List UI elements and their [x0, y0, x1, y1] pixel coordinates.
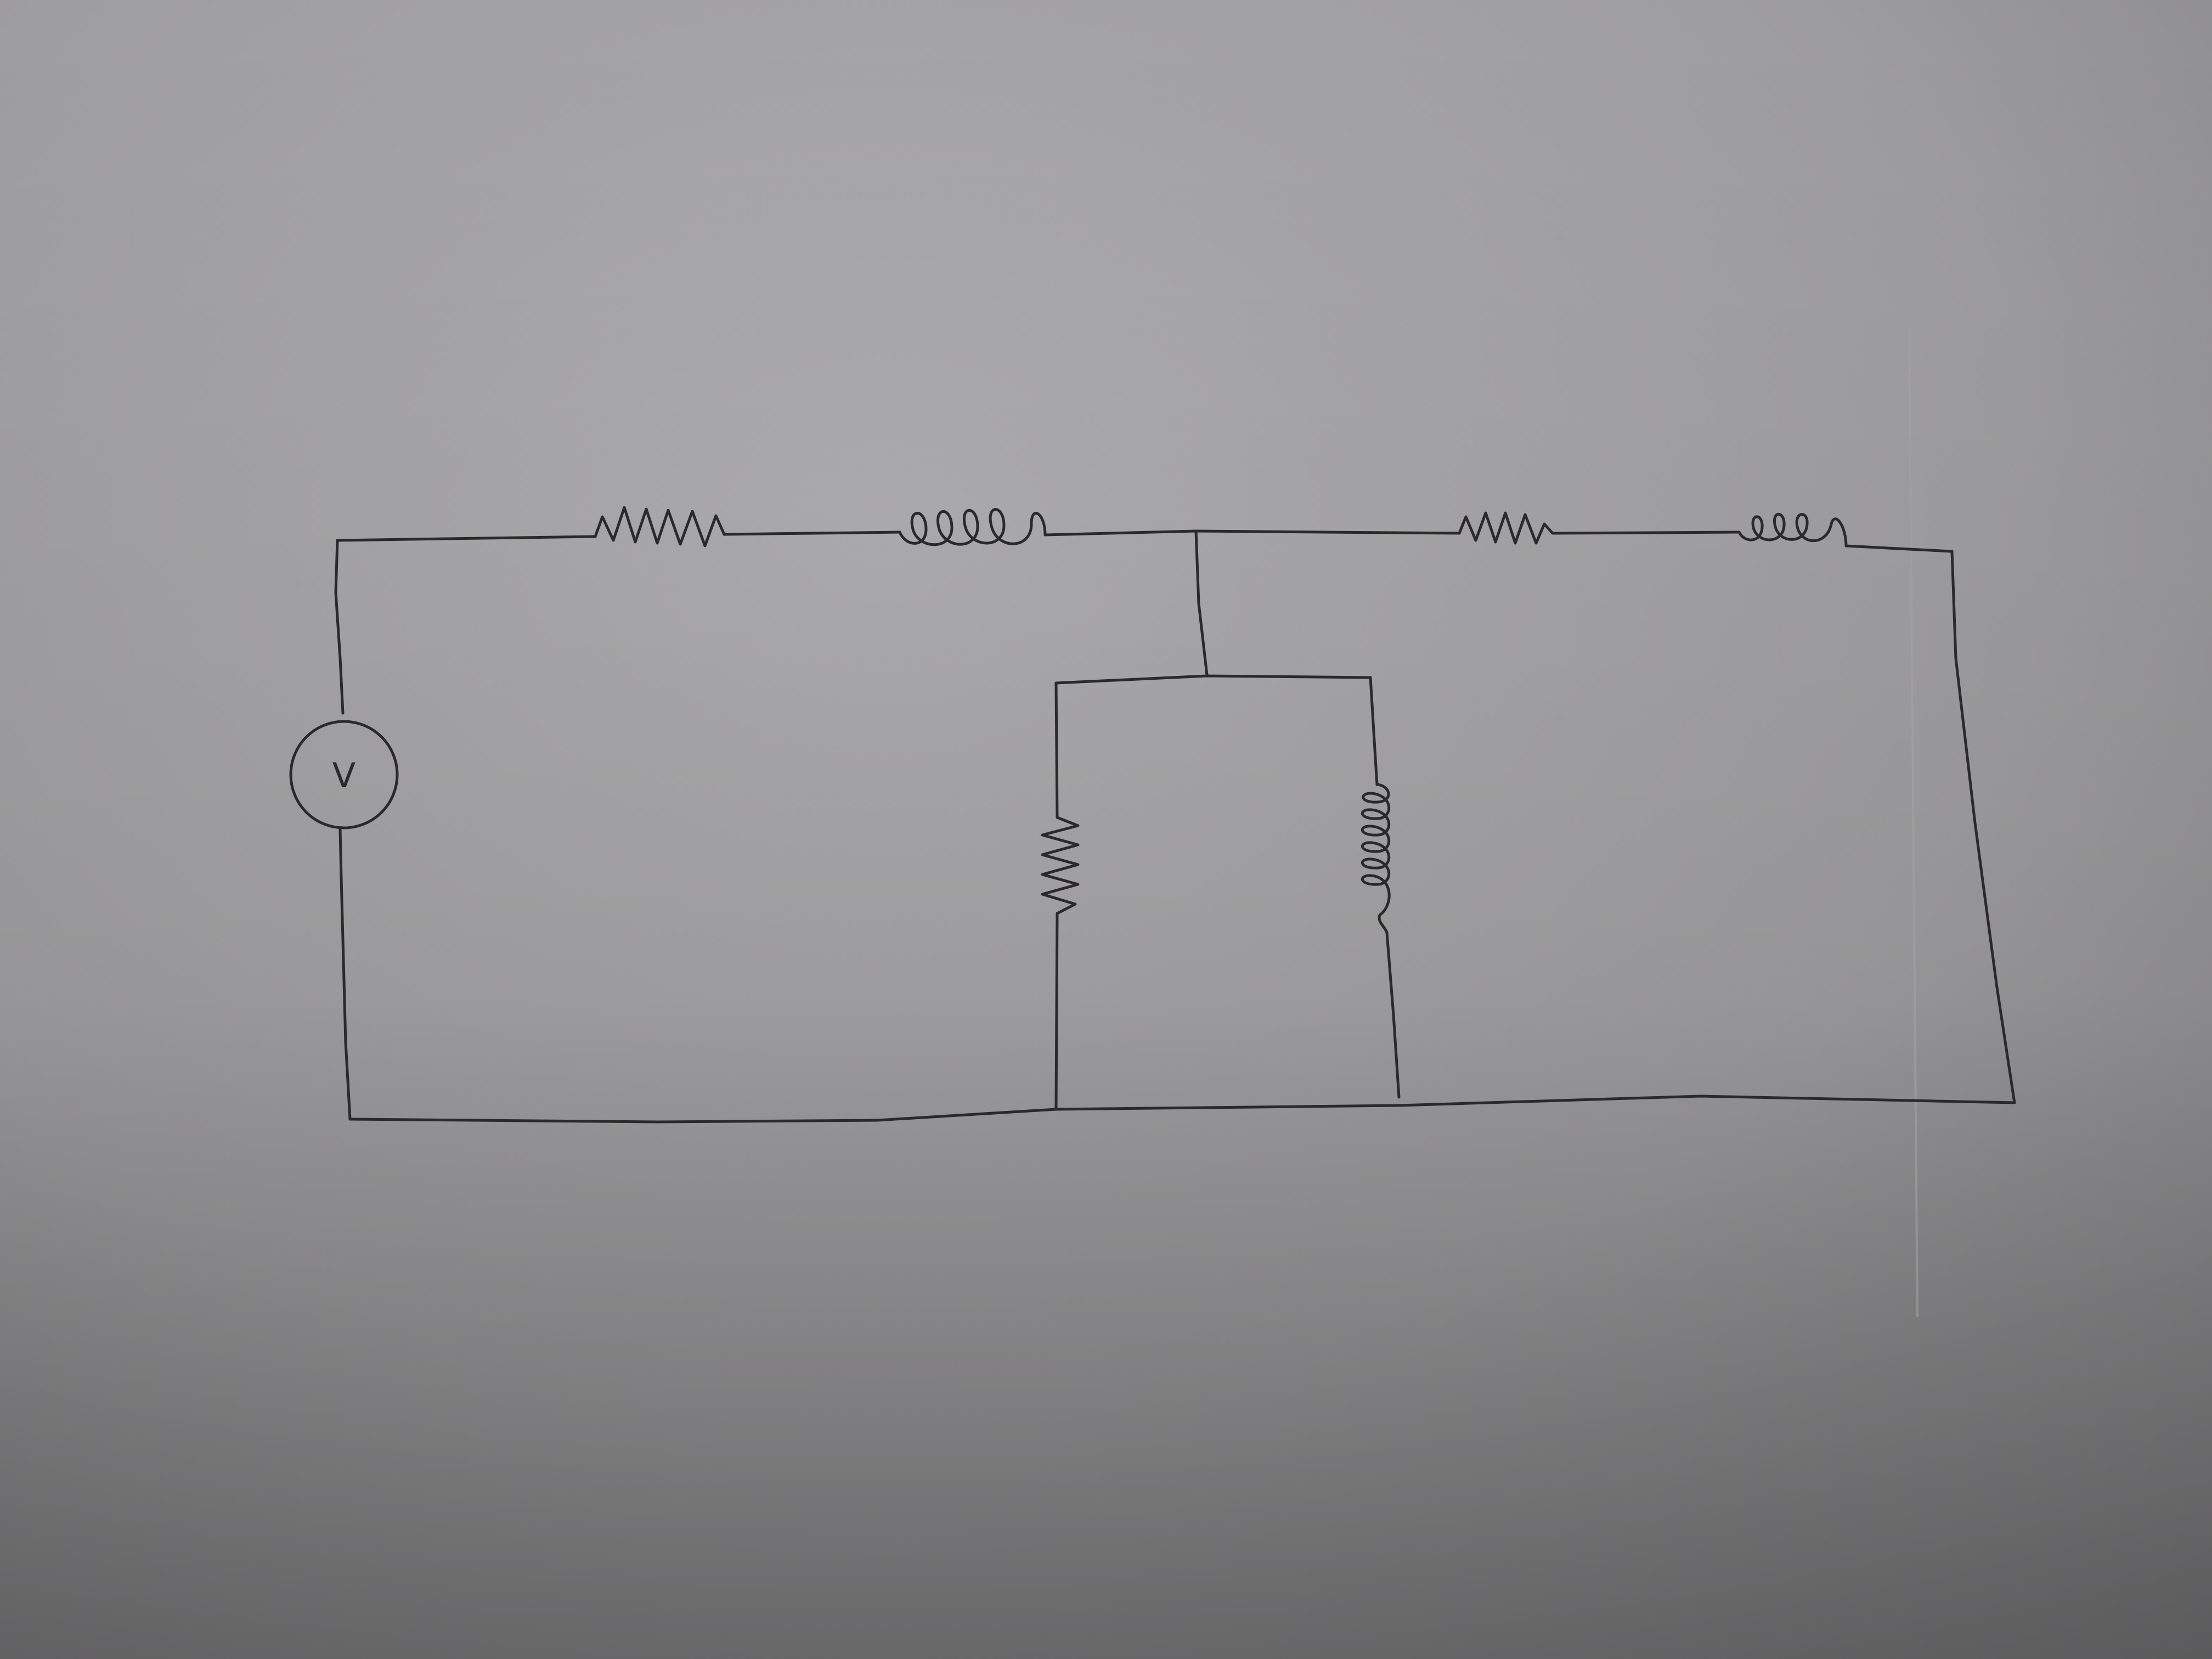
wire-branch-right-upper: [1369, 676, 1379, 786]
wire-top-r2-l2: [1551, 531, 1741, 535]
voltage-source-circle: [289, 720, 399, 830]
wire-branch-right-lower: [1385, 931, 1401, 1099]
voltage-source: V: [289, 720, 399, 830]
voltage-source-label: V: [332, 755, 356, 795]
resistor-top-left: [594, 506, 726, 548]
wire-branch-left-lower: [1054, 912, 1059, 1111]
wire-branch-left-upper: [1054, 681, 1059, 819]
wire-top-r1-l1: [723, 531, 901, 536]
inductor-shunt: [1361, 783, 1391, 934]
wire-branch-drop: [1194, 529, 1209, 676]
resistor-top-right: [1458, 511, 1554, 545]
wire-left-upper: [334, 539, 345, 715]
resistor-shunt: [1041, 816, 1080, 915]
inductor-top-right: [1737, 512, 1848, 548]
wire-top-left: [336, 535, 597, 542]
wire-top-right: [1844, 544, 1954, 553]
wire-left-lower: [338, 828, 352, 1121]
wire-branch-bar: [1054, 674, 1372, 685]
inductor-top-left: [898, 508, 1047, 546]
wire-right: [1950, 550, 2016, 1104]
paper-crease: [1908, 329, 1918, 1317]
